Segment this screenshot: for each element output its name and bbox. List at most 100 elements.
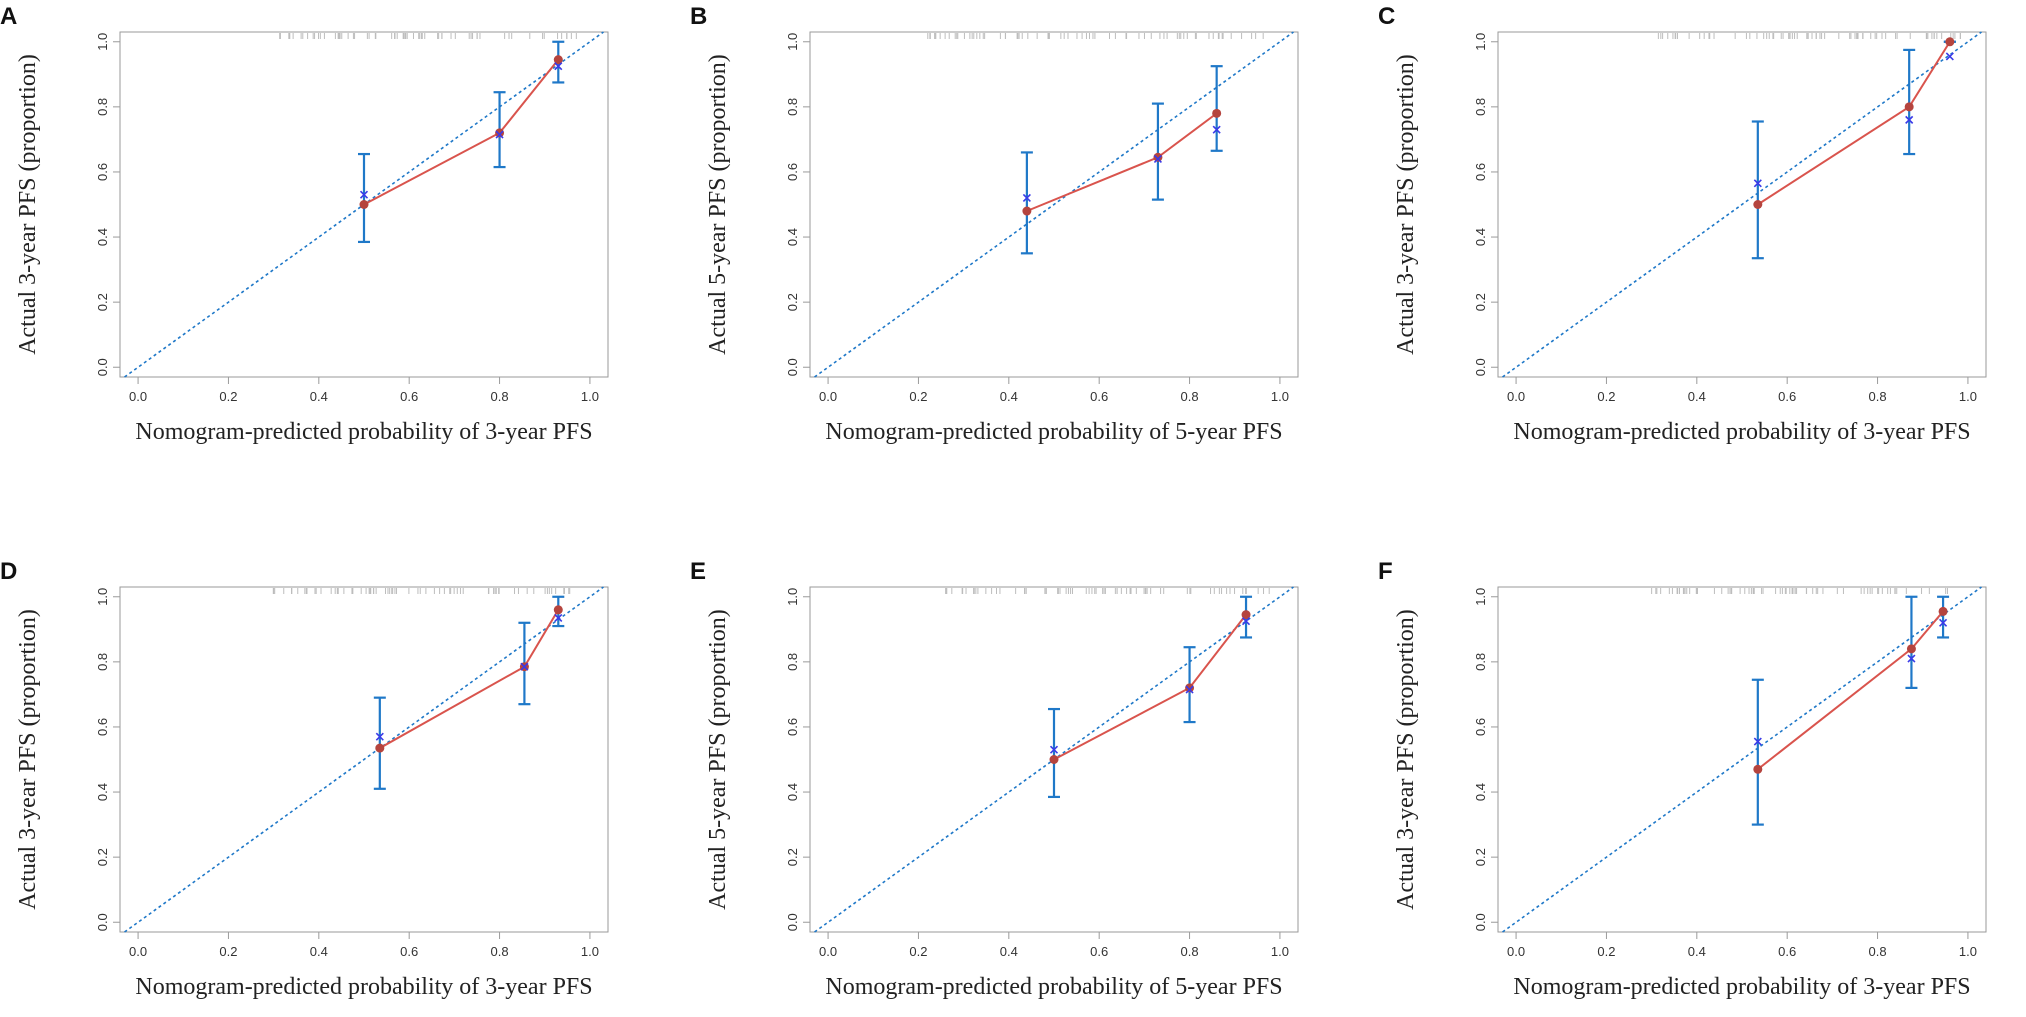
x-tick-label: 0.0: [129, 944, 147, 959]
bias-corrected-stroke: [1939, 618, 1948, 627]
plot-frame: [119, 586, 609, 933]
x-tick-label: 0.6: [1090, 389, 1108, 404]
y-tick-label: 0.6: [1473, 718, 1488, 736]
ideal-diagonal-line: [124, 586, 604, 933]
rug-marks: [272, 588, 571, 594]
bias-corrected-stroke: [1241, 617, 1251, 626]
y-tick-label: 1.0: [785, 588, 800, 606]
bias-corrected-marker: [1939, 618, 1948, 627]
y-tick-label: 0.8: [1473, 653, 1488, 671]
x-tick-label: 0.4: [310, 944, 328, 959]
x-tick-label: 0.4: [310, 389, 328, 404]
y-tick-label: 0.2: [785, 848, 800, 866]
x-tick-label: 1.0: [1959, 944, 1977, 959]
plot-frame: [119, 31, 609, 378]
plot-frame: [809, 586, 1299, 933]
x-tick-label: 1.0: [581, 389, 599, 404]
bias-corrected-marker: [1153, 154, 1162, 163]
bias-corrected-stroke: [1753, 737, 1762, 746]
y-tick-label: 0.8: [1473, 98, 1488, 116]
x-tick-label: 0.8: [491, 389, 509, 404]
y-axis-title: Actual 3-year PFS (proportion): [1393, 54, 1419, 355]
y-tick-label: 0.6: [95, 163, 110, 181]
x-tick-label: 0.2: [219, 389, 237, 404]
x-tick-label: 0.4: [1688, 389, 1706, 404]
y-axis-title: Actual 3-year PFS (proportion): [15, 609, 41, 910]
rug-marks: [945, 588, 1270, 594]
y-axis-title: Actual 5-year PFS (proportion): [705, 609, 731, 910]
y-tick-label: 0.0: [1473, 913, 1488, 931]
x-tick-label: 0.8: [1869, 944, 1887, 959]
x-tick-label: 0.0: [129, 389, 147, 404]
x-tick-label: 0.6: [1778, 944, 1796, 959]
calibration-point: [495, 128, 505, 138]
bias-corrected-stroke: [1022, 193, 1031, 203]
calibration-point: [1753, 200, 1763, 209]
bias-corrected-marker: [1049, 745, 1059, 754]
x-tick-label: 0.2: [909, 944, 927, 959]
x-axis-title: Nomogram-predicted probability of 5-year…: [825, 419, 1282, 445]
panel-letter: B: [690, 3, 707, 30]
bias-corrected-stroke: [554, 613, 563, 622]
x-axis-title: Nomogram-predicted probability of 3-year…: [135, 419, 592, 445]
x-tick-label: 0.8: [1181, 389, 1199, 404]
y-tick-label: 1.0: [95, 33, 110, 51]
y-tick-label: 0.4: [95, 228, 110, 246]
y-tick-label: 0.0: [95, 358, 110, 376]
panel-letter: C: [1378, 3, 1395, 30]
x-tick-label: 0.2: [909, 389, 927, 404]
x-tick-label: 0.6: [400, 944, 418, 959]
calibration-point: [1904, 102, 1914, 112]
x-axis-title: Nomogram-predicted probability of 3-year…: [1513, 974, 1970, 1000]
y-tick-label: 0.0: [95, 913, 110, 931]
x-tick-label: 0.6: [1778, 389, 1796, 404]
x-tick-label: 0.4: [1000, 944, 1018, 959]
x-axis-title: Nomogram-predicted probability of 5-year…: [825, 974, 1282, 1000]
x-tick-label: 0.0: [819, 944, 837, 959]
calibration-point: [1906, 644, 1916, 654]
chart-panel-d: D 0.0 0.2 0.4 0.6 0.8 1.0 0.0 0.2 0.4 0.6 0.8 1.0 Nom…: [0, 558, 609, 1000]
y-tick-label: 1.0: [1473, 588, 1488, 606]
y-tick-label: 0.8: [785, 653, 800, 671]
y-axis-title: Actual 5-year PFS (proportion): [705, 54, 731, 355]
y-tick-label: 0.0: [785, 358, 800, 376]
bias-corrected-marker: [359, 190, 369, 199]
calibration-point: [1212, 108, 1222, 118]
y-tick-label: 0.2: [785, 293, 800, 311]
x-tick-label: 1.0: [581, 944, 599, 959]
y-tick-label: 0.4: [785, 783, 800, 801]
x-axis-title: Nomogram-predicted probability of 3-year…: [135, 974, 592, 1000]
bias-corrected-marker: [1022, 193, 1031, 203]
bias-corrected-stroke: [1049, 745, 1059, 754]
x-tick-label: 1.0: [1271, 944, 1289, 959]
calibration-point: [553, 55, 563, 65]
x-tick-label: 0.0: [819, 389, 837, 404]
y-tick-label: 1.0: [95, 588, 110, 606]
rug-marks: [279, 33, 577, 39]
bias-corrected-marker: [520, 662, 529, 671]
panel-letter: D: [0, 558, 17, 585]
x-tick-label: 0.8: [1181, 944, 1199, 959]
calibration-point: [375, 743, 385, 753]
chart-panel-a: A 0.0 0.2 0.4 0.6 0.8 1.0 0.0 0.2 0.4 0.6 0.8 1.0 Nom…: [0, 3, 609, 445]
y-tick-label: 0.6: [95, 718, 110, 736]
bias-corrected-stroke: [1212, 125, 1221, 134]
apparent-calibration-line: [1026, 112, 1218, 212]
rug-marks: [1657, 33, 1961, 39]
calibration-point: [1241, 610, 1251, 620]
ideal-diagonal-line: [1502, 586, 1982, 933]
y-tick-label: 0.2: [1473, 293, 1488, 311]
apparent-calibration-line: [1757, 610, 1944, 771]
x-tick-label: 0.0: [1507, 944, 1525, 959]
bias-corrected-marker: [1241, 617, 1251, 626]
y-tick-label: 0.4: [785, 228, 800, 246]
x-axis-title: Nomogram-predicted probability of 3-year…: [1513, 419, 1970, 445]
calibration-point: [1153, 152, 1163, 162]
x-tick-label: 0.0: [1507, 389, 1525, 404]
x-tick-label: 0.6: [1090, 944, 1108, 959]
y-tick-label: 0.0: [785, 913, 800, 931]
y-tick-label: 0.8: [785, 98, 800, 116]
bias-corrected-marker: [554, 613, 563, 622]
bias-corrected-stroke: [520, 662, 529, 671]
panel-letter: A: [0, 3, 17, 30]
